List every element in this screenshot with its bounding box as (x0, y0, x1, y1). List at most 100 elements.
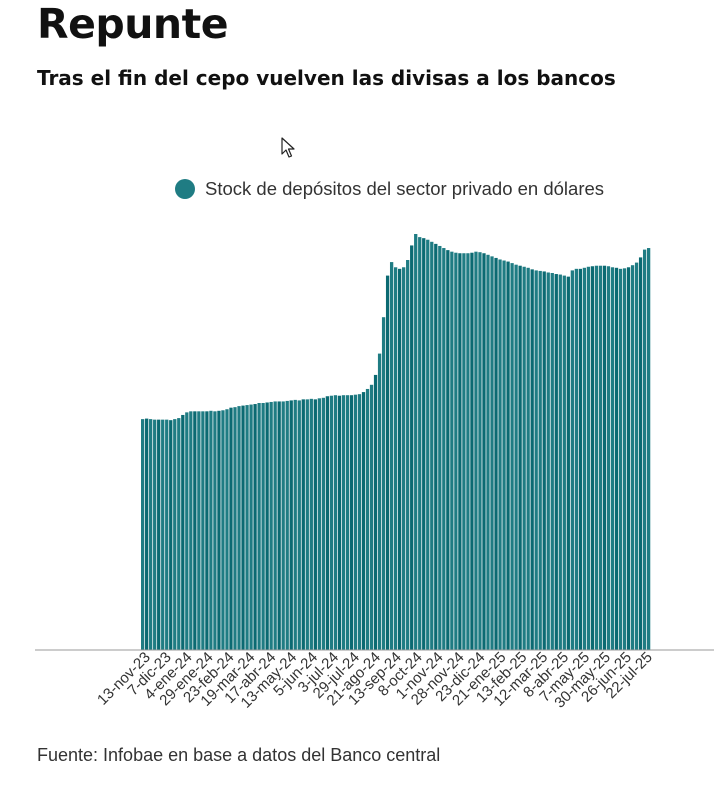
bar (333, 395, 338, 650)
bar (430, 241, 434, 651)
bar (454, 252, 458, 650)
bar (446, 250, 450, 650)
bar (221, 410, 225, 650)
bar (257, 403, 261, 650)
bar (502, 260, 506, 650)
bar (337, 395, 342, 650)
bar (357, 394, 362, 650)
bar (426, 239, 430, 650)
bar (438, 245, 442, 650)
bar (309, 398, 313, 650)
bar (377, 353, 382, 650)
bar (498, 259, 502, 650)
bar (353, 394, 358, 650)
bar (261, 403, 265, 650)
bar (462, 253, 466, 651)
bar (321, 397, 325, 650)
bar (201, 411, 205, 650)
bar (410, 245, 414, 650)
chart-subtitle: Tras el fin del cepo vuelven las divisas… (37, 66, 616, 90)
bar (301, 399, 305, 650)
bar (177, 418, 181, 650)
bar (253, 404, 257, 650)
bar (145, 418, 149, 650)
bar (402, 267, 406, 650)
bar (518, 265, 522, 650)
bar (317, 398, 321, 650)
bar (393, 267, 398, 650)
bar (422, 238, 426, 650)
bar (506, 261, 510, 650)
bar (530, 269, 534, 650)
bar (381, 317, 386, 650)
bar (458, 253, 462, 651)
bar (249, 404, 253, 650)
bar (558, 274, 562, 650)
bar (181, 414, 185, 650)
bar (189, 411, 193, 650)
bar (566, 276, 570, 650)
bar (634, 262, 639, 650)
bar (590, 266, 595, 650)
bar (602, 265, 607, 650)
bar (217, 410, 221, 650)
bar (389, 262, 394, 650)
bar (193, 411, 197, 650)
bar (229, 407, 233, 650)
bar (313, 399, 317, 650)
bar (622, 268, 627, 650)
bar (474, 251, 478, 650)
bar (265, 402, 269, 650)
bar (369, 384, 374, 650)
bar (237, 406, 241, 650)
bar (185, 412, 189, 650)
bar (442, 248, 446, 651)
bar (173, 419, 177, 650)
bar (570, 270, 574, 650)
bar (153, 419, 157, 650)
bar (341, 395, 346, 650)
bar (478, 252, 482, 650)
bar (618, 268, 623, 650)
bar (149, 419, 153, 650)
bar (546, 272, 550, 650)
bar-chart: 13-nov-237-dic-234-ene-2429-ene-2423-feb… (35, 234, 714, 712)
bar (594, 265, 599, 650)
bar (538, 270, 542, 650)
bar (466, 253, 470, 651)
bar (205, 411, 209, 650)
legend-label: Stock de depósitos del sector privado en… (205, 178, 605, 199)
bar (197, 411, 201, 650)
bar (398, 268, 402, 650)
bar (165, 419, 169, 650)
bar (293, 399, 297, 650)
bar (297, 400, 301, 650)
bar (554, 274, 558, 650)
bar (269, 401, 273, 650)
bar (161, 419, 165, 650)
bar (273, 401, 277, 650)
bar (514, 264, 518, 650)
bar (550, 273, 554, 650)
bar (285, 400, 289, 650)
bar (510, 263, 514, 650)
bar (562, 275, 566, 650)
bar (277, 401, 281, 650)
bar (522, 266, 526, 650)
bar (225, 409, 229, 650)
bar (582, 267, 587, 650)
bar (365, 388, 370, 650)
bar (470, 252, 474, 650)
bar (586, 266, 591, 650)
bar (406, 260, 410, 650)
chart-title: Repunte (37, 0, 229, 48)
bar (213, 411, 217, 650)
bar (157, 419, 161, 650)
bar (141, 419, 145, 650)
legend-swatch (175, 179, 195, 199)
bar (578, 268, 583, 650)
bar (638, 257, 643, 650)
bar-group (141, 234, 651, 651)
bar (646, 248, 651, 651)
bar (209, 410, 213, 650)
